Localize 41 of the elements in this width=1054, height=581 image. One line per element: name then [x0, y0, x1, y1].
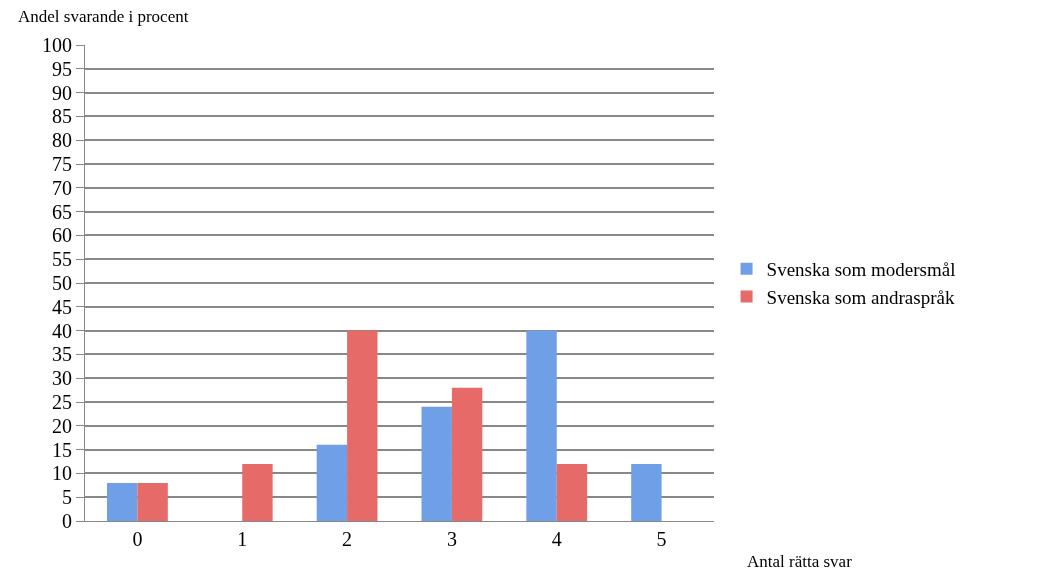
y-tick-label: 25 [52, 391, 72, 413]
bar [137, 482, 168, 521]
x-tick-label: 4 [551, 528, 562, 550]
y-tick-label: 100 [42, 34, 72, 56]
x-tick-label: 0 [132, 528, 143, 550]
y-tick-label: 95 [52, 57, 72, 80]
y-tick-label: 15 [52, 438, 72, 461]
y-tick-label: 30 [52, 367, 72, 390]
bar [316, 444, 348, 521]
bar [421, 406, 452, 521]
x-axis-title: Antal rätta svar [747, 552, 853, 571]
x-tick-label: 3 [446, 528, 457, 550]
y-tick-label: 5 [62, 486, 72, 509]
bar [631, 463, 662, 521]
bar [107, 482, 138, 521]
y-tick-label: 75 [52, 153, 72, 175]
y-tick-label: 20 [52, 414, 72, 437]
y-tick-label: 35 [52, 343, 72, 366]
y-tick-label: 0 [62, 510, 72, 532]
x-tick-label: 1 [237, 528, 248, 550]
y-tick-label: 45 [52, 295, 72, 318]
bar [526, 330, 557, 521]
y-tick-label: 55 [52, 248, 72, 271]
y-tick-label: 50 [52, 272, 72, 294]
bar [242, 463, 273, 521]
y-tick-label: 70 [52, 176, 72, 199]
y-tick-label: 85 [52, 105, 72, 128]
y-tick-label: 65 [52, 200, 72, 223]
x-tick-label: 2 [342, 528, 353, 550]
bar [451, 387, 483, 521]
legend-label: Svenska som andraspråk [766, 286, 955, 308]
legend-label: Svenska som modersmål [766, 259, 956, 281]
y-tick-label: 80 [52, 129, 72, 152]
y-tick-label: 90 [52, 81, 72, 104]
y-tick-label: 40 [52, 319, 72, 342]
bar [347, 330, 378, 521]
y-axis-title: Andel svarande i procent [18, 7, 189, 26]
bar [556, 463, 588, 521]
y-tick-label: 60 [52, 224, 72, 247]
y-tick-label: 10 [52, 462, 72, 485]
x-tick-label: 5 [656, 528, 667, 550]
